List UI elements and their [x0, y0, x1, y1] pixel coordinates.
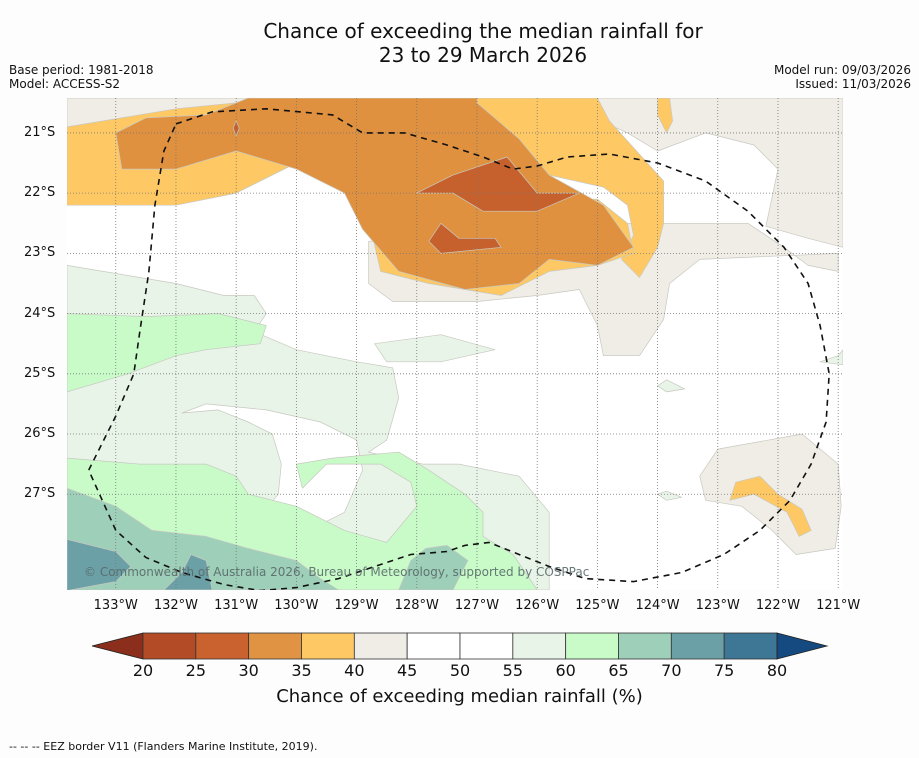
- lon-tick-label: 126°W: [515, 598, 560, 613]
- colorbar-tick-label: 30: [238, 661, 259, 680]
- lon-tick-label: 128°W: [394, 598, 439, 613]
- contour-region-65-70: [398, 545, 469, 590]
- lat-tick-label: 25°S: [24, 365, 56, 381]
- contour-region-25-30: [416, 156, 580, 212]
- lon-tick-label: 132°W: [153, 598, 199, 613]
- contour-region-35-40: [729, 475, 812, 537]
- colorbar-tick-label: 45: [396, 661, 418, 680]
- base-period: Base period: 1981-2018: [9, 63, 154, 77]
- lon-tick-label: 124°W: [635, 598, 680, 613]
- lon-tick-label: 125°W: [575, 598, 620, 613]
- contour-region-60-65: [67, 313, 267, 393]
- lat-tick-label: 27°S: [24, 486, 56, 502]
- meta-right: Model run: 09/03/2026 Issued: 11/03/2026: [774, 63, 911, 91]
- lat-tick-label: 26°S: [24, 426, 56, 442]
- lon-tick-label: 133°W: [93, 598, 138, 613]
- colorbar-tick-label: 25: [185, 661, 207, 680]
- title-line-1: Chance of exceeding the median rainfall …: [263, 19, 703, 43]
- colorbar-tick-label: 40: [344, 661, 365, 680]
- colorbar-tick-label: 70: [661, 661, 682, 680]
- contour-region-70-75: [67, 539, 132, 590]
- colorbar-tick-label: 55: [502, 661, 524, 680]
- issued-date: Issued: 11/03/2026: [795, 77, 911, 91]
- lat-tick-label: 24°S: [24, 305, 56, 321]
- model-run-date: Model run: 09/03/2026: [773, 63, 911, 77]
- colorbar-tick-label: 35: [291, 661, 312, 680]
- lon-tick-label: 122°W: [755, 598, 801, 613]
- contour-region-30-35: [115, 98, 634, 290]
- graticule: [67, 98, 843, 590]
- meta-left: Base period: 1981-2018 Model: ACCESS-S2: [9, 63, 154, 91]
- lat-tick-label: 22°S: [24, 185, 56, 201]
- colorbar-label: Chance of exceeding median rainfall (%): [276, 686, 643, 707]
- model-name: Model: ACCESS-S2: [9, 77, 121, 91]
- colorbar-tick-label: 20: [132, 661, 154, 680]
- eez-legend-note: -- -- -- EEZ border V11 (Flanders Marine…: [9, 740, 318, 753]
- lon-tick-label: 123°W: [695, 598, 740, 613]
- colorbar-tick-label: 65: [608, 661, 629, 680]
- lon-tick-label: 121°W: [816, 598, 861, 613]
- colorbar-tick-label: 75: [713, 661, 735, 680]
- colorbar-tick-label: 80: [766, 661, 788, 680]
- lon-tick-label: 130°W: [274, 598, 319, 613]
- colorbar-tick-label: 50: [449, 661, 471, 680]
- contour-region-55-60: [657, 490, 683, 501]
- title-line-2: 23 to 29 March 2026: [378, 43, 588, 67]
- lat-tick-label: 23°S: [24, 245, 56, 261]
- copyright-notice: © Commonwealth of Australia 2026, Bureau…: [84, 565, 590, 579]
- contour-region-55-60: [657, 379, 686, 393]
- lat-tick-label: 21°S: [24, 124, 56, 140]
- contour-region-35-40: [657, 98, 673, 134]
- colorbar-tick-label: 60: [555, 661, 576, 680]
- contour-layer: [67, 98, 843, 590]
- lon-tick-label: 129°W: [334, 598, 379, 613]
- contour-region-55-60: [374, 334, 496, 363]
- contour-region-65-70: [67, 487, 339, 590]
- contour-region-25-30: [428, 222, 502, 254]
- lon-tick-label: 127°W: [454, 598, 500, 613]
- map-title: Chance of exceeding the median rainfall …: [0, 19, 919, 67]
- lon-tick-label: 131°W: [214, 598, 259, 613]
